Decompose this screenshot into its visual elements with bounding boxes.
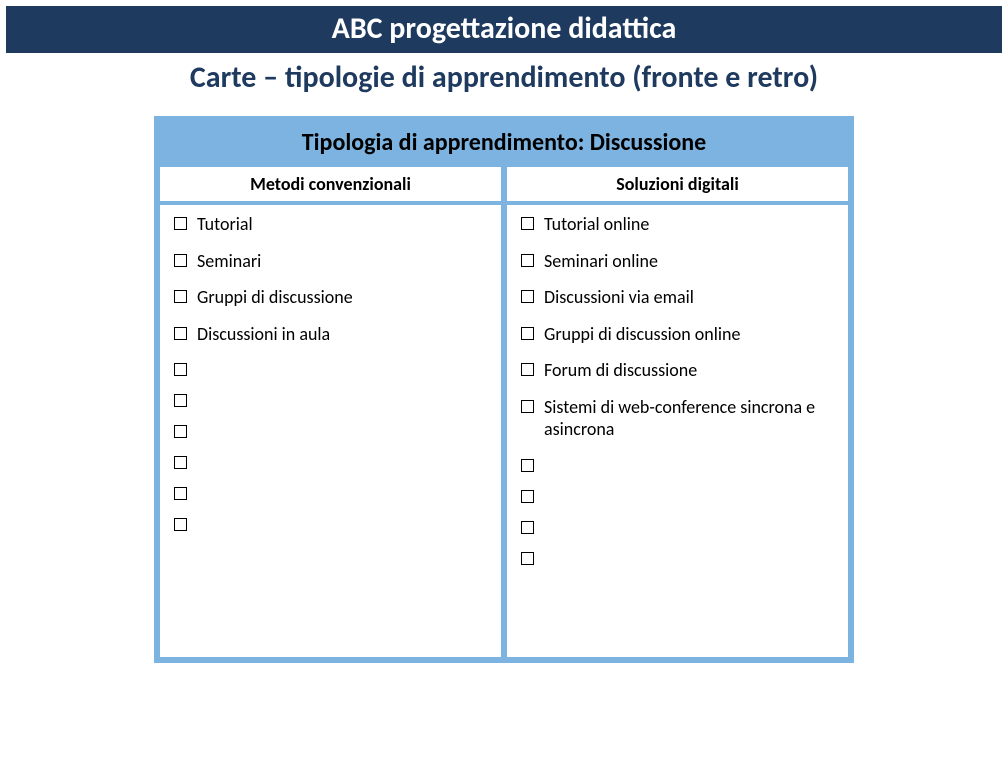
checkbox-icon[interactable] bbox=[521, 400, 534, 413]
item-label: Tutorial online bbox=[544, 213, 838, 236]
list-item bbox=[174, 359, 491, 376]
conventional-items: Tutorial Seminari Gruppi di discussione … bbox=[160, 205, 501, 553]
list-item: Tutorial bbox=[174, 213, 491, 236]
item-label: Tutorial bbox=[197, 213, 491, 236]
item-label: Discussioni in aula bbox=[197, 323, 491, 346]
column-header-digital: Soluzioni digitali bbox=[507, 167, 848, 205]
card-title: Tipologia di apprendimento: Discussione bbox=[160, 122, 848, 167]
checkbox-icon[interactable] bbox=[174, 363, 187, 376]
list-item bbox=[521, 548, 838, 565]
checkbox-icon[interactable] bbox=[174, 487, 187, 500]
item-label: Gruppi di discussion online bbox=[544, 323, 838, 346]
list-item: Gruppi di discussione bbox=[174, 286, 491, 309]
list-item: Forum di discussione bbox=[521, 359, 838, 382]
column-header-label: Soluzioni digitali bbox=[616, 173, 739, 195]
digital-items: Tutorial online Seminari online Discussi… bbox=[507, 205, 848, 587]
checkbox-icon[interactable] bbox=[521, 290, 534, 303]
checkbox-icon[interactable] bbox=[521, 327, 534, 340]
column-digital: Soluzioni digitali Tutorial online Semin… bbox=[507, 167, 848, 657]
list-item: Seminari bbox=[174, 250, 491, 273]
list-item: Discussioni in aula bbox=[174, 323, 491, 346]
list-item: Seminari online bbox=[521, 250, 838, 273]
list-item bbox=[174, 483, 491, 500]
checkbox-icon[interactable] bbox=[521, 521, 534, 534]
column-conventional: Metodi convenzionali Tutorial Seminari G… bbox=[160, 167, 501, 657]
checkbox-icon[interactable] bbox=[174, 456, 187, 469]
list-item: Sistemi di web-conference sincrona e asi… bbox=[521, 396, 838, 441]
page-header-bar: ABC progettazione didattica bbox=[6, 6, 1002, 53]
item-label: Seminari bbox=[197, 250, 491, 273]
checkbox-icon[interactable] bbox=[174, 327, 187, 340]
list-item bbox=[521, 517, 838, 534]
checkbox-icon[interactable] bbox=[521, 363, 534, 376]
column-header-conventional: Metodi convenzionali bbox=[160, 167, 501, 205]
checkbox-icon[interactable] bbox=[174, 254, 187, 267]
item-label: Forum di discussione bbox=[544, 359, 838, 382]
page-title: ABC progettazione didattica bbox=[332, 10, 677, 47]
checkbox-icon[interactable] bbox=[521, 217, 534, 230]
list-item bbox=[174, 421, 491, 438]
page-subtitle: Carte – tipologie di apprendimento (fron… bbox=[0, 53, 1008, 116]
learning-card: Tipologia di apprendimento: Discussione … bbox=[154, 116, 854, 663]
checkbox-icon[interactable] bbox=[521, 254, 534, 267]
checkbox-icon[interactable] bbox=[174, 217, 187, 230]
item-label: Seminari online bbox=[544, 250, 838, 273]
card-title-text: Tipologia di apprendimento: Discussione bbox=[302, 128, 706, 157]
checkbox-icon[interactable] bbox=[521, 459, 534, 472]
item-label: Sistemi di web-conference sincrona e asi… bbox=[544, 396, 838, 441]
checkbox-icon[interactable] bbox=[174, 394, 187, 407]
card-columns: Metodi convenzionali Tutorial Seminari G… bbox=[160, 167, 848, 657]
list-item: Gruppi di discussion online bbox=[521, 323, 838, 346]
list-item bbox=[521, 486, 838, 503]
item-label: Discussioni via email bbox=[544, 286, 838, 309]
checkbox-icon[interactable] bbox=[521, 490, 534, 503]
list-item: Tutorial online bbox=[521, 213, 838, 236]
list-item bbox=[174, 452, 491, 469]
column-header-label: Metodi convenzionali bbox=[250, 173, 411, 195]
page-subtitle-text: Carte – tipologie di apprendimento (fron… bbox=[190, 59, 818, 96]
list-item bbox=[521, 455, 838, 472]
list-item bbox=[174, 390, 491, 407]
list-item bbox=[174, 514, 491, 531]
list-item: Discussioni via email bbox=[521, 286, 838, 309]
item-label: Gruppi di discussione bbox=[197, 286, 491, 309]
checkbox-icon[interactable] bbox=[174, 290, 187, 303]
checkbox-icon[interactable] bbox=[521, 552, 534, 565]
checkbox-icon[interactable] bbox=[174, 518, 187, 531]
checkbox-icon[interactable] bbox=[174, 425, 187, 438]
